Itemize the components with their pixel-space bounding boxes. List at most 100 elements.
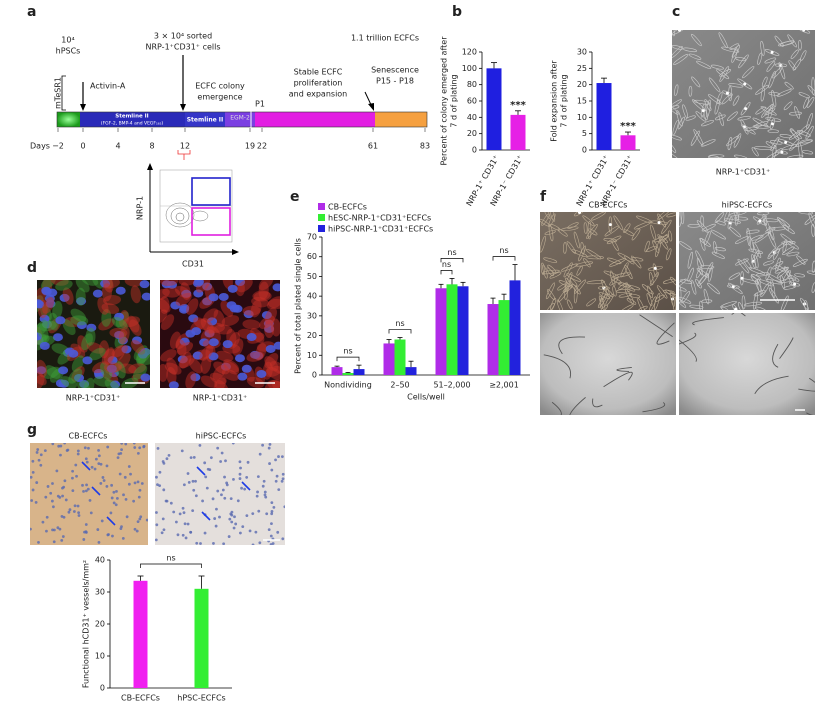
cell <box>659 233 669 244</box>
cell <box>798 142 803 158</box>
panel-letter: a <box>27 4 36 20</box>
cell <box>718 112 724 127</box>
cytoplasm <box>175 292 192 306</box>
nucleus <box>71 489 75 493</box>
cell <box>688 53 702 60</box>
cytoplasm <box>160 296 170 315</box>
nucleus <box>228 517 232 521</box>
cell <box>637 305 648 310</box>
cytoplasm <box>124 280 143 287</box>
cell <box>806 96 815 108</box>
nucleus <box>262 479 266 483</box>
cell <box>644 240 650 253</box>
micrograph <box>679 212 815 310</box>
tube <box>798 377 815 392</box>
micrograph <box>37 280 150 388</box>
nucleus <box>105 485 109 488</box>
nucleus <box>220 362 231 371</box>
nucleus <box>224 459 227 463</box>
y-tick-label: 0 <box>312 371 317 380</box>
cell <box>575 261 594 267</box>
cell <box>732 212 740 221</box>
nucleus <box>258 452 262 456</box>
y-tick-label: 30 <box>577 48 587 57</box>
cytoplasm <box>160 298 171 313</box>
nucleus <box>139 280 150 289</box>
segment-label: EGM-2 <box>230 115 250 122</box>
tube <box>551 401 562 415</box>
nucleus <box>186 472 190 475</box>
cell <box>714 114 726 121</box>
cytoplasm <box>259 315 275 329</box>
nucleus <box>107 533 110 536</box>
nucleus <box>270 522 273 526</box>
bar <box>498 300 510 375</box>
cell <box>767 129 779 134</box>
cell <box>780 295 789 310</box>
cell <box>783 270 791 282</box>
cell <box>804 300 808 310</box>
axis-label: CD31 <box>182 260 204 269</box>
bar <box>620 135 636 150</box>
cytoplasm <box>77 335 89 353</box>
annotation: *** <box>620 121 636 132</box>
cell <box>682 104 688 119</box>
cell <box>748 248 764 254</box>
day-label: 4 <box>115 142 120 151</box>
bar <box>435 288 447 375</box>
nucleus <box>161 280 172 289</box>
nucleus <box>105 464 109 468</box>
cell <box>646 245 657 252</box>
nucleus <box>234 354 245 363</box>
bar <box>194 588 209 688</box>
cell <box>657 212 671 220</box>
nucleus <box>84 530 88 534</box>
nucleus <box>86 487 90 491</box>
nucleus <box>106 364 117 373</box>
cell <box>546 302 555 310</box>
cell <box>786 270 796 287</box>
cell <box>606 235 622 245</box>
label: P15 - P18 <box>376 77 414 86</box>
nucleus <box>77 511 81 515</box>
nucleus <box>63 479 67 483</box>
nucleus <box>87 446 90 450</box>
cell <box>676 110 683 127</box>
micrograph <box>679 313 815 415</box>
cell <box>699 300 703 310</box>
label: Stable ECFC <box>294 68 343 77</box>
nucleus <box>97 462 101 466</box>
cell <box>613 215 624 231</box>
legend-swatch <box>318 203 325 210</box>
cell <box>782 224 795 235</box>
y-tick-label: 30 <box>307 311 317 320</box>
cell <box>779 275 785 289</box>
cytoplasm <box>98 318 115 331</box>
nucleus <box>230 520 234 524</box>
cell <box>699 238 711 247</box>
nucleus <box>44 294 55 303</box>
nucleus <box>39 463 43 467</box>
cytoplasm <box>169 331 181 349</box>
cytoplasm <box>71 355 85 372</box>
tube <box>772 343 779 368</box>
nucleus <box>162 488 166 492</box>
nucleus <box>269 543 273 545</box>
cell <box>612 285 617 297</box>
cell <box>800 139 813 144</box>
tube <box>692 317 724 326</box>
cytoplasm <box>104 379 121 388</box>
cell <box>721 93 733 105</box>
nucleus <box>256 369 267 378</box>
micrograph <box>540 212 676 310</box>
image-title: hiPSC-ECFCs <box>722 201 773 210</box>
nucleus <box>172 510 176 514</box>
bar <box>510 114 526 150</box>
nucleus <box>221 488 225 492</box>
label: P1 <box>255 100 265 109</box>
cell <box>766 279 783 285</box>
bar <box>394 339 406 375</box>
cell <box>623 223 631 233</box>
nucleus <box>283 505 285 509</box>
nucleus <box>191 327 202 336</box>
